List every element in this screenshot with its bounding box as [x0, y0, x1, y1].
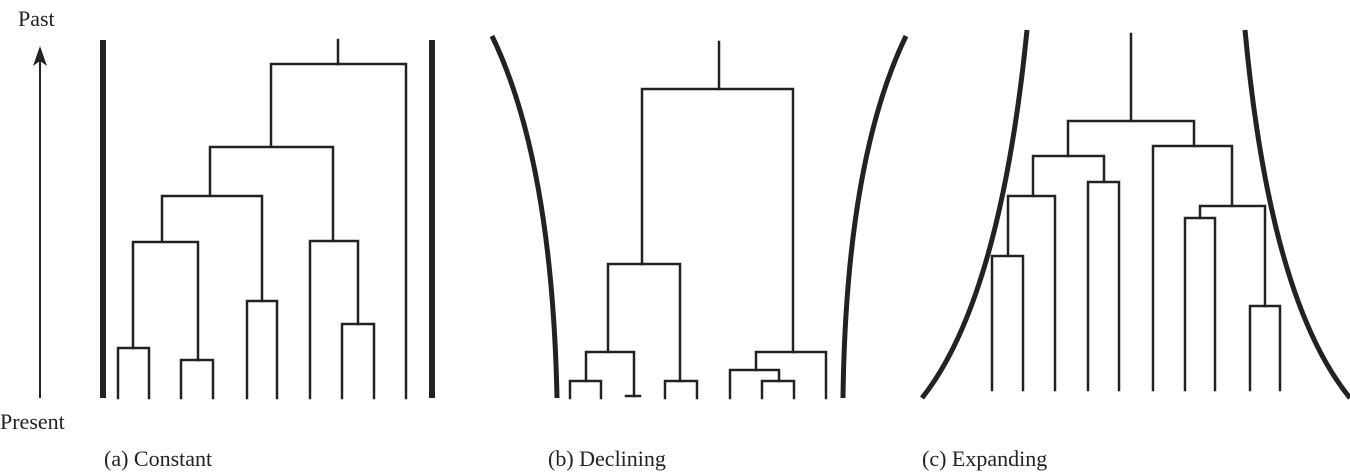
caption-constant: (a) Constant: [104, 446, 213, 471]
genealogy-tree: [568, 40, 828, 400]
population-boundary-left: [920, 29, 1030, 400]
genealogy-tree: [990, 32, 1282, 392]
arrowhead-icon: [33, 46, 47, 66]
caption-declining: (b) Declining: [548, 446, 666, 471]
panel-constant: [100, 38, 435, 400]
panel-expanding: [920, 29, 1350, 400]
population-boundary-left: [489, 34, 560, 399]
population-boundary-right: [840, 34, 909, 399]
present-label: Present: [0, 409, 65, 434]
genealogy-tree: [116, 38, 408, 400]
past-label: Past: [18, 6, 55, 31]
time-axis: [33, 46, 47, 398]
panel-declining: [489, 34, 909, 400]
caption-expanding: (c) Expanding: [922, 446, 1048, 471]
population-boundary-right: [1242, 29, 1350, 400]
